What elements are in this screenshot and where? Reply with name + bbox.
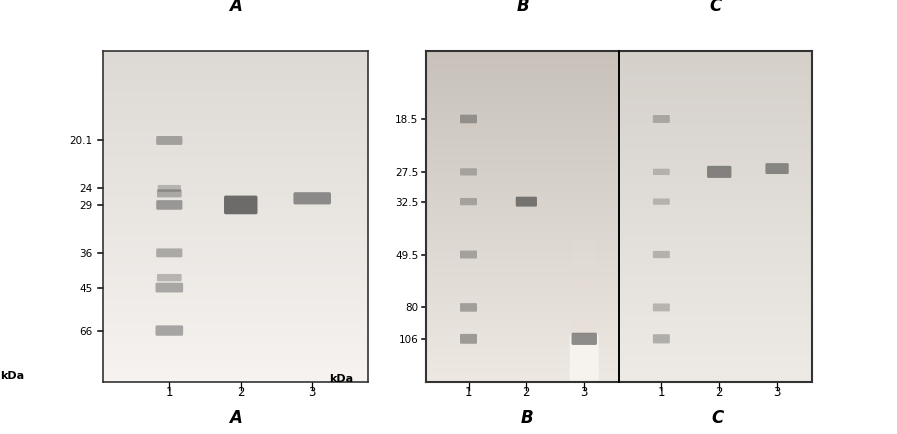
Text: A: A xyxy=(230,408,242,426)
Text: 2: 2 xyxy=(237,385,245,398)
FancyBboxPatch shape xyxy=(570,334,598,390)
FancyBboxPatch shape xyxy=(460,303,477,312)
FancyBboxPatch shape xyxy=(157,274,182,282)
Text: 80: 80 xyxy=(405,303,418,312)
FancyBboxPatch shape xyxy=(156,201,182,210)
Text: B: B xyxy=(516,0,529,15)
Bar xyxy=(571,240,597,434)
Text: kDa: kDa xyxy=(0,370,24,380)
FancyBboxPatch shape xyxy=(293,193,331,205)
Text: C: C xyxy=(710,0,721,15)
Text: 49.5: 49.5 xyxy=(395,250,418,260)
Text: 2: 2 xyxy=(523,385,530,398)
FancyBboxPatch shape xyxy=(460,334,477,344)
Text: 32.5: 32.5 xyxy=(395,197,418,207)
Text: 29: 29 xyxy=(79,201,92,210)
FancyBboxPatch shape xyxy=(224,196,257,215)
FancyBboxPatch shape xyxy=(707,167,731,178)
FancyBboxPatch shape xyxy=(158,185,181,192)
Text: 45: 45 xyxy=(79,283,92,293)
FancyBboxPatch shape xyxy=(571,333,597,345)
FancyBboxPatch shape xyxy=(155,326,183,336)
Text: 1: 1 xyxy=(658,385,665,398)
Text: 36: 36 xyxy=(79,248,92,258)
FancyBboxPatch shape xyxy=(765,164,788,174)
FancyBboxPatch shape xyxy=(653,199,670,205)
Text: 3: 3 xyxy=(580,385,588,398)
Text: kDa: kDa xyxy=(328,374,353,384)
Text: B: B xyxy=(520,408,533,426)
FancyBboxPatch shape xyxy=(516,197,537,207)
FancyBboxPatch shape xyxy=(157,190,182,198)
FancyBboxPatch shape xyxy=(653,251,670,259)
FancyBboxPatch shape xyxy=(156,137,182,145)
FancyBboxPatch shape xyxy=(460,251,477,259)
FancyBboxPatch shape xyxy=(653,335,670,344)
Text: C: C xyxy=(711,408,724,426)
Text: 18.5: 18.5 xyxy=(395,115,418,125)
FancyBboxPatch shape xyxy=(653,304,670,312)
Text: 3: 3 xyxy=(309,385,316,398)
Text: A: A xyxy=(229,0,242,15)
Text: 1: 1 xyxy=(166,385,173,398)
FancyBboxPatch shape xyxy=(460,115,477,124)
FancyBboxPatch shape xyxy=(460,169,477,176)
FancyBboxPatch shape xyxy=(155,283,183,293)
Text: 24: 24 xyxy=(79,184,92,194)
FancyBboxPatch shape xyxy=(156,249,182,258)
FancyBboxPatch shape xyxy=(460,198,477,206)
Text: 106: 106 xyxy=(398,334,418,344)
Text: 20.1: 20.1 xyxy=(69,136,92,146)
Text: 3: 3 xyxy=(773,385,780,398)
Text: 66: 66 xyxy=(79,326,92,336)
Text: 27.5: 27.5 xyxy=(395,168,418,178)
Text: 2: 2 xyxy=(716,385,723,398)
Text: 1: 1 xyxy=(465,385,472,398)
FancyBboxPatch shape xyxy=(653,169,670,176)
FancyBboxPatch shape xyxy=(653,116,670,124)
